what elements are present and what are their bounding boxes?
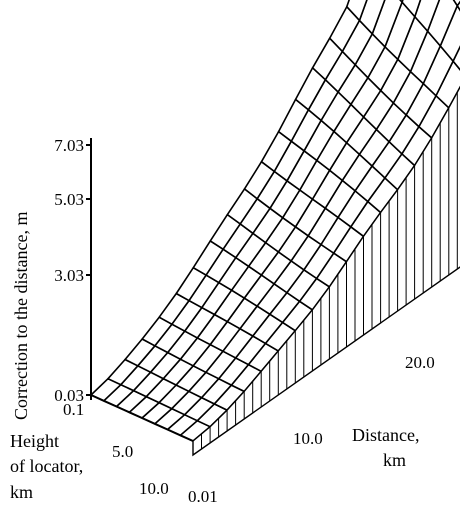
surface-side-wall xyxy=(192,85,460,457)
y-tick-label: 5.0 xyxy=(112,442,133,461)
y-axis-title-line2: of locator, xyxy=(10,456,83,476)
z-axis-title: Correction to the distance, m xyxy=(11,212,31,420)
surface-cell xyxy=(413,0,441,32)
z-tick-label: 3.03 xyxy=(54,266,84,285)
surface-cell xyxy=(358,0,386,35)
x-tick-label: 20.0 xyxy=(405,353,435,372)
y-axis-title-line3: km xyxy=(10,482,33,502)
z-tick-label: 7.03 xyxy=(54,136,84,155)
x-tick-label: 0.01 xyxy=(188,487,218,506)
surface-cell xyxy=(399,0,404,3)
x-axis-title-line1: Distance, xyxy=(352,425,419,445)
x-tick-label: 10.0 xyxy=(293,429,323,448)
surface-cell xyxy=(452,0,460,7)
z-tick-label: 5.03 xyxy=(54,190,84,209)
surface-cell xyxy=(452,45,460,71)
surface-cell xyxy=(345,0,368,22)
y-axis-title-line1: Height xyxy=(10,431,59,451)
y-tick-label: 0.1 xyxy=(63,400,84,419)
surface-mesh xyxy=(90,0,460,442)
z-tick-label: 0.03 xyxy=(54,386,84,405)
y-tick-label: 10.0 xyxy=(139,479,169,498)
surface-cell xyxy=(401,0,422,18)
x-axis-title-line2: km xyxy=(383,450,406,470)
surface-near-edge xyxy=(90,394,194,442)
